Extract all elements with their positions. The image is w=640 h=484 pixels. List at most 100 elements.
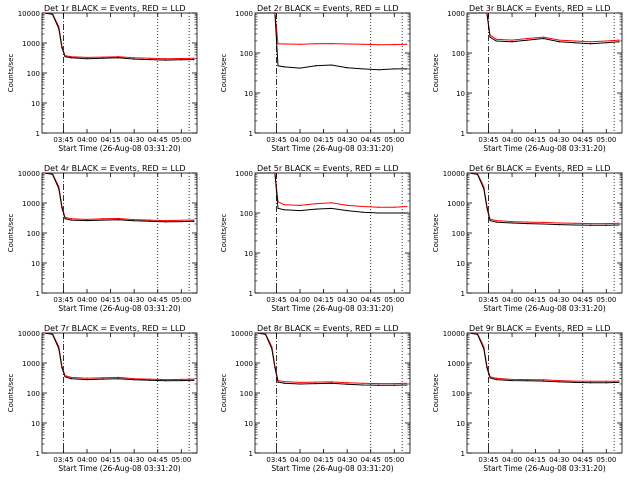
- data-point-events: [164, 380, 167, 382]
- data-point-lld: [274, 365, 276, 367]
- data-point-events: [193, 58, 195, 61]
- data-point-events: [393, 384, 395, 386]
- data-point-lld: [393, 44, 395, 46]
- series-line-events: [257, 12, 407, 71]
- series-line-events: [44, 12, 194, 61]
- x-tick-label: 03:45: [266, 456, 286, 464]
- data-point-lld: [489, 34, 491, 36]
- y-tick-label: 100: [240, 210, 253, 218]
- y-tick-label: 1: [461, 130, 465, 138]
- x-tick-label: 04:15: [526, 296, 546, 304]
- data-point-lld: [117, 217, 120, 220]
- y-tick-label: 100: [27, 230, 40, 238]
- x-axis-label: Start Time (26-Aug-08 03:31:20): [271, 464, 393, 473]
- data-point-lld: [511, 39, 513, 41]
- series-line-events: [469, 12, 619, 45]
- data-point-events: [277, 381, 279, 383]
- chart-title: Det 3r BLACK = Events, RED = LLD: [469, 4, 611, 13]
- data-point-events: [393, 68, 395, 70]
- data-point-lld: [180, 219, 182, 221]
- data-point-events: [618, 41, 620, 43]
- data-point-events: [330, 64, 333, 66]
- data-point-lld: [406, 43, 408, 45]
- y-tick-label: 10: [456, 260, 465, 268]
- data-point-events: [149, 379, 151, 381]
- x-tick-label: 04:30: [337, 296, 357, 304]
- data-point-events: [605, 42, 607, 44]
- data-point-lld: [346, 382, 348, 384]
- data-point-lld: [574, 380, 576, 382]
- data-point-events: [377, 212, 380, 214]
- data-point-events: [618, 224, 620, 226]
- x-tick-label: 05:00: [171, 136, 191, 144]
- data-point-lld: [193, 219, 195, 221]
- x-tick-label: 04:00: [290, 296, 310, 304]
- data-point-events: [542, 37, 545, 40]
- data-point-lld: [58, 26, 60, 28]
- series-line-lld: [44, 332, 194, 381]
- x-axis-label: Start Time (26-Aug-08 03:31:20): [483, 304, 605, 313]
- y-axis-label: Counts/sec: [432, 374, 440, 413]
- data-point-lld: [86, 218, 88, 220]
- data-point-events: [299, 383, 301, 385]
- chart-panel-7: Det 7r BLACK = Events, RED = LLD 1 10 100 10…: [7, 324, 198, 473]
- y-tick-label: 1: [36, 450, 40, 458]
- data-point-lld: [283, 380, 285, 383]
- x-tick-label: 04:30: [549, 456, 569, 464]
- chart-panel-8: Det 8r BLACK = Events, RED = LLD 1 10 100 10…: [220, 324, 411, 473]
- data-point-events: [70, 57, 72, 59]
- data-point-events: [271, 348, 273, 350]
- x-tick-label: 04:30: [337, 456, 357, 464]
- x-axis-label: Start Time (26-Aug-08 03:31:20): [58, 144, 180, 153]
- data-point-lld: [44, 172, 46, 174]
- data-point-lld: [257, 332, 259, 334]
- data-point-events: [574, 381, 576, 384]
- data-point-lld: [86, 377, 88, 379]
- data-point-lld: [133, 218, 135, 221]
- x-tick-label: 04:15: [101, 136, 121, 144]
- data-point-events: [486, 367, 488, 369]
- data-point-lld: [149, 57, 151, 59]
- x-tick-label: 04:15: [526, 456, 546, 464]
- data-point-lld: [511, 220, 513, 223]
- data-point-lld: [277, 379, 279, 382]
- data-point-lld: [117, 56, 120, 58]
- data-point-lld: [315, 43, 317, 45]
- y-tick-label: 10000: [18, 10, 40, 18]
- data-point-events: [618, 381, 620, 384]
- data-point-events: [362, 68, 364, 70]
- data-point-events: [558, 381, 560, 383]
- x-tick-label: 04:15: [314, 456, 334, 464]
- x-tick-label: 04:30: [124, 296, 144, 304]
- data-point-events: [180, 59, 182, 61]
- chart-title: Det 1r BLACK = Events, RED = LLD: [44, 4, 186, 13]
- data-point-events: [406, 68, 408, 70]
- data-point-lld: [486, 365, 488, 367]
- data-point-lld: [542, 379, 545, 381]
- data-point-lld: [257, 12, 259, 14]
- x-tick-label: 03:45: [53, 456, 73, 464]
- x-tick-label: 04:30: [549, 296, 569, 304]
- data-point-events: [511, 222, 513, 224]
- y-tick-label: 1000: [235, 10, 253, 18]
- y-tick-label: 1: [249, 290, 253, 298]
- data-point-lld: [489, 376, 491, 378]
- y-axis-label: Counts/sec: [220, 214, 228, 253]
- data-point-events: [133, 58, 135, 60]
- data-point-lld: [489, 218, 491, 220]
- series-line-lld: [469, 172, 619, 225]
- data-point-events: [527, 223, 529, 225]
- data-point-lld: [527, 221, 529, 223]
- series-line-events: [469, 332, 619, 384]
- series-line-events: [469, 172, 619, 226]
- data-point-events: [58, 28, 60, 30]
- series-line-lld: [257, 172, 407, 208]
- chart-panel-6: Det 6r BLACK = Events, RED = LLD 1 10 100 10…: [432, 164, 623, 313]
- plot-frame: [254, 12, 411, 134]
- data-point-lld: [377, 44, 380, 46]
- data-point-events: [70, 378, 72, 380]
- data-point-events: [511, 41, 513, 43]
- x-tick-label: 04:30: [124, 136, 144, 144]
- data-point-events: [558, 41, 560, 43]
- data-point-lld: [362, 382, 364, 384]
